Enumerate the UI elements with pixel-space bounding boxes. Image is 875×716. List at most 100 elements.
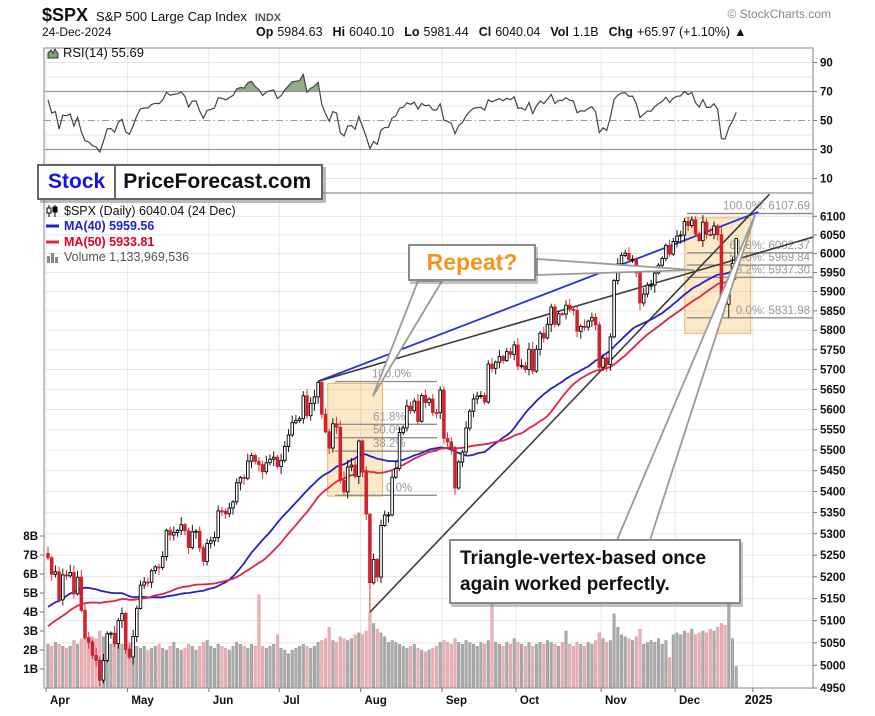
- chart-header: $SPX S&P 500 Large Cap Index INDX: [42, 5, 281, 26]
- svg-text:5B: 5B: [23, 588, 38, 600]
- svg-text:2B: 2B: [23, 645, 38, 657]
- ticker-symbol: $SPX: [42, 5, 89, 25]
- open-value: 5984.63: [277, 25, 323, 39]
- svg-text:Nov: Nov: [605, 695, 627, 707]
- volume-value: 1.1B: [572, 25, 599, 39]
- svg-text:4950: 4950: [820, 683, 846, 695]
- low-value: 5981.44: [423, 25, 469, 39]
- svg-text:5400: 5400: [820, 487, 846, 499]
- svg-text:10: 10: [820, 174, 833, 186]
- svg-text:5700: 5700: [820, 364, 846, 376]
- rsi-indicator-legend: RSI(14) 55.69: [47, 45, 144, 60]
- svg-text:4B: 4B: [23, 607, 38, 619]
- svg-text:50: 50: [820, 116, 833, 128]
- ma50-line-icon: [46, 240, 59, 244]
- svg-text:Jul: Jul: [283, 695, 300, 707]
- svg-text:61.8%: 61.8%: [373, 411, 406, 423]
- svg-text:1B: 1B: [23, 664, 38, 676]
- logo-part-stock: Stock: [39, 166, 117, 198]
- svg-text:5050: 5050: [820, 638, 846, 650]
- svg-text:61.8%: 6002.37: 61.8%: 6002.37: [729, 240, 810, 252]
- volume-bars-icon: [47, 252, 58, 263]
- svg-text:May: May: [131, 695, 154, 707]
- close-label: Cl: [478, 25, 492, 39]
- ohlc-quote-row: Op 5984.63 Hi 6040.10 Lo 5981.44 Cl 6040.04 …: [256, 25, 746, 39]
- svg-text:5950: 5950: [820, 268, 846, 280]
- svg-text:Apr: Apr: [50, 695, 70, 707]
- svg-text:5600: 5600: [820, 404, 846, 416]
- svg-text:Dec: Dec: [679, 695, 701, 707]
- svg-text:90: 90: [820, 58, 833, 70]
- legend-row-ma40: MA(40) 5959.56: [46, 219, 236, 235]
- triangle-vertex-annotation: Triangle-vertex-based once again worked …: [449, 539, 741, 605]
- svg-text:6100: 6100: [820, 211, 846, 223]
- rsi-area-icon: [47, 47, 59, 58]
- svg-text:6050: 6050: [820, 230, 846, 242]
- svg-text:5200: 5200: [820, 572, 846, 584]
- open-label: Op: [256, 25, 274, 39]
- candlestick-icon: [46, 204, 58, 217]
- svg-text:Aug: Aug: [365, 695, 387, 707]
- svg-text:5900: 5900: [820, 287, 846, 299]
- svg-text:5350: 5350: [820, 508, 846, 520]
- volume-label: Vol: [550, 25, 569, 39]
- legend-volume-text: Volume 1,133,969,536: [64, 250, 190, 265]
- change-value: +65.97 (+1.10%): [636, 25, 731, 39]
- logo-part-priceforecast: PriceForecast.com: [123, 170, 312, 193]
- svg-text:5650: 5650: [820, 384, 846, 396]
- repeat-annotation-text: Repeat?: [426, 249, 518, 275]
- legend-ma50-text: MA(50) 5933.81: [64, 234, 155, 249]
- svg-text:5000: 5000: [820, 660, 846, 672]
- svg-text:8B: 8B: [23, 531, 38, 543]
- svg-text:30: 30: [820, 145, 833, 157]
- svg-text:5100: 5100: [820, 616, 846, 628]
- legend-row-ma50: MA(50) 5933.81: [46, 234, 236, 250]
- svg-text:100.0%: 100.0%: [372, 369, 411, 381]
- svg-text:5750: 5750: [820, 345, 846, 357]
- svg-text:70: 70: [820, 87, 833, 99]
- main-chart-legend: $SPX (Daily) 6040.04 (24 Dec) MA(40) 595…: [46, 203, 236, 265]
- close-value: 6040.04: [495, 25, 541, 39]
- svg-text:5250: 5250: [820, 550, 846, 562]
- svg-text:5500: 5500: [820, 445, 846, 457]
- svg-text:5150: 5150: [820, 594, 846, 606]
- svg-text:7B: 7B: [23, 550, 38, 562]
- quote-date: 24-Dec-2024: [42, 25, 112, 39]
- svg-text:Jun: Jun: [213, 695, 233, 707]
- svg-text:5550: 5550: [820, 425, 846, 437]
- low-label: Lo: [404, 25, 420, 39]
- legend-row-volume: Volume 1,133,969,536: [46, 250, 236, 266]
- exchange-label: INDX: [254, 12, 282, 24]
- svg-text:0.0%: 0.0%: [386, 482, 412, 494]
- up-arrow-icon: ▲: [734, 25, 747, 39]
- svg-text:Oct: Oct: [520, 695, 539, 707]
- svg-text:5300: 5300: [820, 529, 846, 541]
- legend-symbol-text: $SPX (Daily) 6040.04 (24 Dec): [64, 203, 236, 218]
- legend-ma40-text: MA(40) 5959.56: [64, 219, 155, 234]
- svg-text:38.2%: 5937.30: 38.2%: 5937.30: [729, 264, 810, 276]
- stockcharts-copyright-link[interactable]: © StockCharts.com: [727, 7, 831, 21]
- svg-text:50.0%: 50.0%: [373, 425, 406, 437]
- index-name: S&P 500 Large Cap Index: [96, 9, 247, 24]
- svg-text:6B: 6B: [23, 569, 38, 581]
- svg-text:Sep: Sep: [446, 695, 467, 707]
- high-label: Hi: [332, 25, 346, 39]
- change-label: Chg: [608, 25, 633, 39]
- svg-text:5450: 5450: [820, 466, 846, 478]
- stockpriceforecast-watermark: Stock PriceForecast.com: [37, 164, 324, 200]
- svg-text:5800: 5800: [820, 325, 846, 337]
- svg-text:3B: 3B: [23, 626, 38, 638]
- legend-row-symbol: $SPX (Daily) 6040.04 (24 Dec): [46, 203, 236, 219]
- ma40-line-icon: [46, 224, 59, 228]
- rsi-label: RSI(14) 55.69: [63, 45, 144, 60]
- svg-text:38.2%: 38.2%: [373, 438, 406, 450]
- repeat-annotation: Repeat?: [408, 244, 536, 281]
- svg-text:5850: 5850: [820, 306, 846, 318]
- svg-text:0.0%: 5831.98: 0.0%: 5831.98: [736, 305, 810, 317]
- svg-text:100.0%: 6107.69: 100.0%: 6107.69: [723, 201, 810, 213]
- svg-text:2025: 2025: [745, 693, 773, 707]
- high-value: 6040.10: [349, 25, 395, 39]
- triangle-annotation-text: Triangle-vertex-based once again worked …: [460, 548, 707, 595]
